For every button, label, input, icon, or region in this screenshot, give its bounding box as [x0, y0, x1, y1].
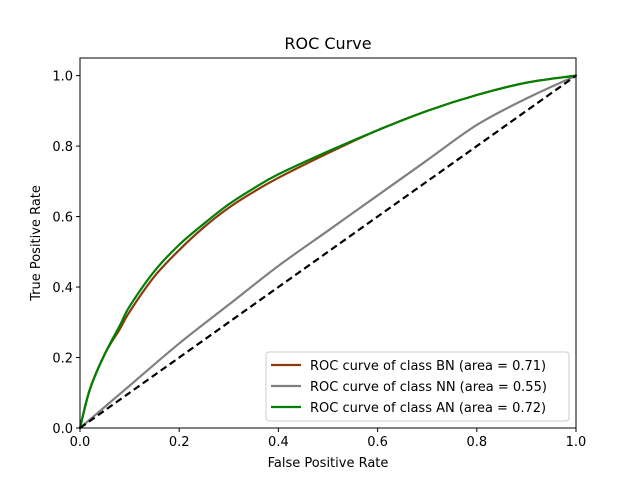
- y-axis-ticks: 0.0 0.2 0.4 0.6 0.8 1.0: [52, 70, 80, 437]
- y-tick-label: 1.0: [52, 70, 73, 85]
- legend-item-nn-label: ROC curve of class NN (area = 0.55): [310, 380, 547, 395]
- x-tick-label: 0.8: [466, 435, 487, 450]
- legend: ROC curve of class BN (area = 0.71) ROC c…: [265, 351, 570, 422]
- x-tick-label: 0.6: [367, 435, 388, 450]
- x-tick-label: 0.0: [70, 435, 91, 450]
- x-axis-ticks: 0.0 0.2 0.4 0.6 0.8 1.0: [70, 428, 587, 450]
- y-tick-label: 0.0: [52, 422, 73, 437]
- diagonal-reference-line: [79, 74, 577, 429]
- legend-item-bn-label: ROC curve of class BN (area = 0.71): [310, 359, 546, 374]
- series-line-nn: [78, 74, 578, 430]
- x-tick-label: 0.2: [169, 435, 190, 450]
- plot-frame: [79, 57, 577, 429]
- y-tick-label: 0.2: [52, 352, 73, 367]
- y-tick-label: 0.6: [52, 211, 73, 226]
- y-tick-label: 0.8: [52, 140, 73, 155]
- legend-box: [265, 351, 570, 422]
- legend-item-an-label: ROC curve of class AN (area = 0.72): [310, 401, 546, 416]
- plot-lines: [78, 74, 578, 430]
- y-tick-label: 0.4: [52, 281, 73, 296]
- series-line-an: [78, 74, 578, 430]
- y-axis-label: True Positive Rate: [29, 185, 44, 302]
- x-tick-label: 1.0: [566, 435, 587, 450]
- chart-title: ROC Curve: [284, 34, 371, 53]
- x-tick-label: 0.4: [268, 435, 289, 450]
- x-axis-label: False Positive Rate: [268, 456, 389, 471]
